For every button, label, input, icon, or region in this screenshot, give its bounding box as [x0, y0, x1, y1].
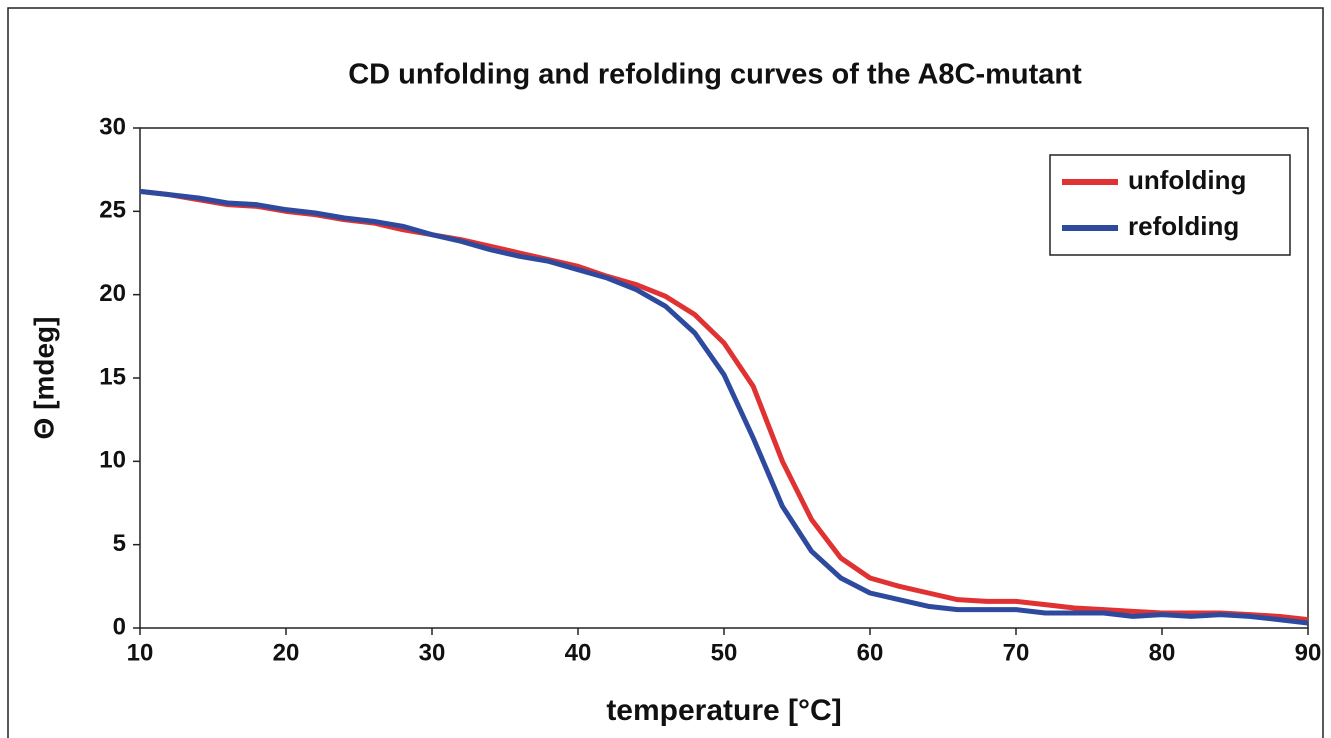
- x-tick-label: 40: [565, 639, 592, 666]
- x-tick-label: 70: [1003, 639, 1030, 666]
- y-axis-label: Θ [mdeg]: [28, 317, 59, 440]
- y-tick-label: 15: [99, 363, 126, 390]
- x-axis-label: temperature [°C]: [606, 694, 841, 727]
- y-tick-label: 20: [99, 280, 126, 307]
- x-tick-label: 80: [1149, 639, 1176, 666]
- x-tick-label: 10: [127, 639, 154, 666]
- legend-box: [1049, 154, 1291, 256]
- x-tick-label: 20: [273, 639, 300, 666]
- legend-label: unfolding: [1128, 165, 1246, 195]
- chart-title: CD unfolding and refolding curves of the…: [348, 59, 1082, 91]
- data-line: [139, 188, 1309, 626]
- frame: [7, 7, 1324, 738]
- y-tick-label: 10: [99, 447, 126, 474]
- x-tick-label: 60: [857, 639, 884, 666]
- y-tick-label: 5: [113, 530, 126, 557]
- x-tick-label: 50: [711, 639, 738, 666]
- y-tick-label: 0: [113, 613, 126, 640]
- x-tick-label: 90: [1295, 639, 1322, 666]
- legend-label: refolding: [1128, 211, 1239, 241]
- y-tick-label: 30: [99, 113, 126, 140]
- y-tick-label: 25: [99, 197, 126, 224]
- x-tick-label: 30: [419, 639, 446, 666]
